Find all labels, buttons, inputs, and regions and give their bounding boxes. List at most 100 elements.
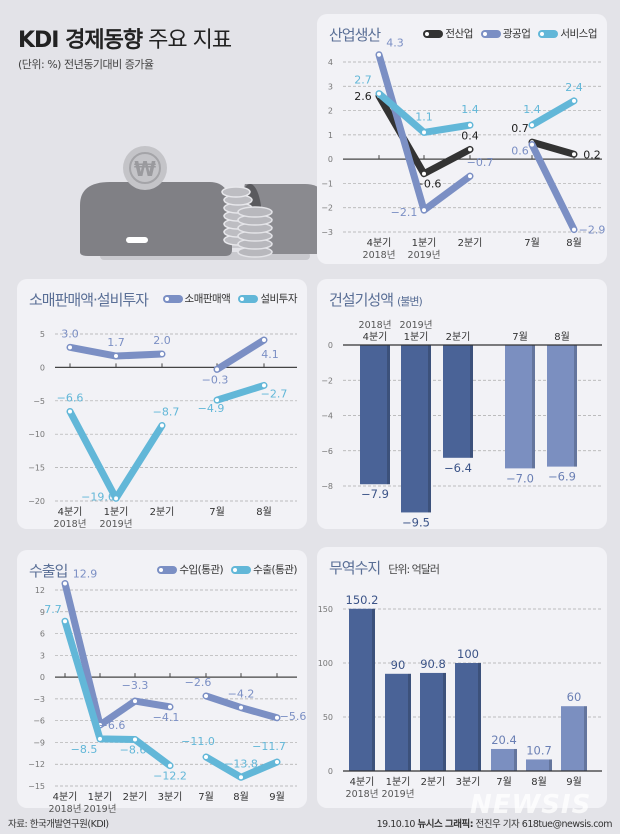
- legend-swatch-icon: [238, 294, 259, 303]
- panel-title: 소매판매액·설비투자: [29, 291, 149, 309]
- svg-text:−8.7: −8.7: [153, 406, 180, 419]
- chart-legend: 소매판매액 설비투자: [162, 291, 297, 306]
- svg-text:−20: −20: [28, 497, 45, 506]
- svg-text:2018년: 2018년: [346, 789, 379, 800]
- svg-text:9월: 9월: [566, 776, 582, 788]
- svg-text:7.7: 7.7: [44, 603, 62, 616]
- svg-text:4.3: 4.3: [386, 37, 404, 50]
- svg-text:−2: −2: [321, 376, 333, 385]
- svg-text:−8.5: −8.5: [71, 743, 98, 756]
- svg-text:9: 9: [40, 608, 45, 617]
- svg-text:0: 0: [328, 341, 333, 350]
- svg-text:2.0: 2.0: [153, 334, 171, 347]
- svg-text:−12: −12: [28, 760, 45, 769]
- svg-text:−0.3: −0.3: [202, 373, 229, 386]
- svg-text:8월: 8월: [256, 506, 272, 518]
- svg-text:100: 100: [457, 647, 479, 661]
- svg-text:−7.9: −7.9: [361, 487, 389, 501]
- svg-text:6: 6: [40, 630, 45, 639]
- svg-text:−2.6: −2.6: [185, 676, 212, 689]
- panel-title: 건설기성액 (불변): [329, 291, 423, 309]
- legend-item-services: 서비스업: [538, 26, 597, 41]
- panel-title: 산업생산: [329, 26, 381, 44]
- svg-text:−12.2: −12.2: [153, 770, 187, 783]
- svg-text:0.2: 0.2: [583, 148, 601, 161]
- svg-text:2분기: 2분기: [123, 791, 148, 803]
- legend-swatch-icon: [538, 29, 559, 38]
- svg-text:2018년: 2018년: [49, 804, 82, 815]
- page-subtitle: (단위: %) 전년동기대비 증가율: [18, 58, 154, 71]
- bar: [547, 345, 577, 467]
- svg-text:2019년: 2019년: [400, 320, 433, 331]
- legend-swatch-icon: [231, 565, 252, 574]
- bar: [505, 345, 535, 469]
- svg-text:−10: −10: [28, 430, 45, 439]
- svg-text:₩: ₩: [134, 157, 156, 181]
- svg-text:0: 0: [40, 363, 45, 372]
- newsis-watermark: NEWSIS: [470, 790, 592, 820]
- svg-text:20.4: 20.4: [491, 733, 517, 747]
- bar: [526, 759, 552, 771]
- svg-text:2018년: 2018년: [54, 519, 87, 530]
- svg-text:10.7: 10.7: [526, 743, 552, 757]
- svg-text:3분기: 3분기: [158, 791, 183, 803]
- svg-text:3분기: 3분기: [456, 776, 481, 788]
- svg-text:8월: 8월: [531, 776, 547, 788]
- svg-text:−13.8: −13.8: [224, 757, 258, 770]
- bar: [420, 672, 446, 771]
- bar: [360, 345, 390, 485]
- source-note: 자료: 한국개발연구원(KDI): [8, 819, 109, 830]
- svg-text:0.6: 0.6: [511, 145, 529, 158]
- svg-text:−8.6: −8.6: [120, 744, 147, 757]
- svg-text:−4.9: −4.9: [198, 402, 225, 415]
- credit-note: 19.10.10 뉴시스 그래픽: 전진우 기자 618tue@newsis.c…: [376, 819, 613, 830]
- svg-text:−9: −9: [33, 738, 45, 747]
- svg-text:4: 4: [328, 58, 333, 67]
- trade-balance-panel: 무역수지 단위: 억달러 150 100 50 0 150.2 90 90.8 100 20.4 1…: [317, 547, 607, 808]
- svg-text:4분기: 4분기: [350, 776, 375, 788]
- legend-item-imports: 수입(통관): [157, 562, 224, 577]
- svg-text:−0.6: −0.6: [415, 178, 442, 191]
- svg-text:1.7: 1.7: [107, 336, 125, 349]
- retail-investment-panel: 소매판매액·설비투자 소매판매액 설비투자 5 0 −5 −10 −15 −20 4분기 20…: [17, 279, 307, 530]
- wallet-coins-illustration: ₩: [80, 146, 330, 260]
- svg-text:−6.4: −6.4: [444, 461, 472, 475]
- svg-text:−6: −6: [321, 447, 333, 456]
- svg-text:−11.7: −11.7: [252, 740, 286, 753]
- page-title: KDI 경제동향 주요 지표: [18, 22, 232, 54]
- bar: [455, 663, 481, 771]
- svg-text:1분기: 1분기: [386, 776, 411, 788]
- svg-text:0.7: 0.7: [511, 122, 529, 135]
- svg-text:0: 0: [40, 673, 45, 682]
- svg-text:1분기: 1분기: [412, 237, 437, 249]
- svg-text:7월: 7월: [198, 791, 214, 803]
- legend-item-investment: 설비투자: [238, 291, 297, 306]
- legend-item-mining: 광공업: [480, 26, 531, 41]
- svg-text:1분기: 1분기: [88, 791, 113, 803]
- svg-text:4분기: 4분기: [58, 506, 83, 518]
- svg-text:4분기: 4분기: [53, 791, 78, 803]
- svg-text:−0.7: −0.7: [467, 156, 494, 169]
- svg-text:2분기: 2분기: [446, 331, 471, 343]
- svg-text:150: 150: [318, 605, 333, 614]
- chart-legend: 수입(통관) 수출(통관): [157, 562, 297, 577]
- legend-item-exports: 수출(통관): [231, 562, 297, 577]
- svg-text:3.0: 3.0: [61, 327, 79, 340]
- trade-balance-chart: 150 100 50 0 150.2 90 90.8 100 20.4 10.7 60 4분기2018…: [318, 593, 602, 800]
- svg-text:−4: −4: [321, 412, 333, 421]
- svg-text:2: 2: [328, 107, 333, 116]
- legend-swatch-icon: [480, 29, 501, 38]
- svg-text:1: 1: [328, 131, 333, 140]
- legend-item-retail: 소매판매액: [162, 291, 231, 306]
- bar: [349, 608, 375, 771]
- svg-text:60: 60: [567, 690, 582, 704]
- svg-text:2.6: 2.6: [354, 90, 372, 103]
- svg-text:−5: −5: [33, 397, 45, 406]
- svg-text:−11.0: −11.0: [181, 735, 215, 748]
- svg-text:2분기: 2분기: [150, 506, 175, 518]
- svg-text:2018년: 2018년: [363, 250, 396, 261]
- legend-swatch-icon: [157, 565, 178, 574]
- svg-text:−8: −8: [321, 482, 333, 491]
